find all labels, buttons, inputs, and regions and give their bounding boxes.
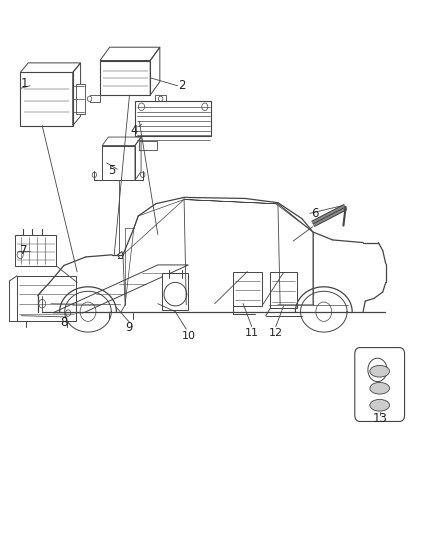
Ellipse shape — [370, 366, 389, 377]
Circle shape — [316, 302, 332, 321]
Text: 12: 12 — [268, 328, 283, 338]
Text: 4: 4 — [130, 124, 138, 138]
Circle shape — [138, 103, 145, 110]
Circle shape — [17, 251, 23, 259]
Circle shape — [368, 358, 387, 382]
Bar — [102, 146, 135, 180]
Circle shape — [66, 310, 71, 316]
Circle shape — [87, 96, 92, 101]
Circle shape — [141, 172, 145, 177]
Circle shape — [159, 96, 163, 101]
Text: 10: 10 — [181, 330, 195, 341]
Text: 8: 8 — [60, 316, 68, 329]
Text: 7: 7 — [20, 244, 27, 257]
Bar — [17, 276, 76, 321]
Bar — [135, 101, 212, 136]
Bar — [139, 141, 157, 150]
FancyBboxPatch shape — [355, 348, 405, 422]
Text: 2: 2 — [178, 79, 186, 92]
Ellipse shape — [370, 382, 389, 394]
Bar — [162, 273, 188, 310]
Text: 6: 6 — [311, 207, 319, 220]
Circle shape — [80, 302, 96, 321]
Text: 5: 5 — [108, 164, 116, 177]
Circle shape — [92, 172, 96, 177]
Bar — [100, 61, 150, 95]
Text: 1: 1 — [21, 77, 28, 90]
Bar — [233, 271, 262, 306]
Bar — [270, 272, 297, 309]
Bar — [89, 95, 100, 102]
Text: 9: 9 — [126, 321, 133, 334]
Bar — [155, 95, 166, 102]
Text: 11: 11 — [245, 328, 259, 338]
Text: 13: 13 — [372, 411, 387, 424]
Circle shape — [39, 300, 46, 308]
Bar — [15, 235, 57, 266]
Bar — [20, 72, 73, 126]
Ellipse shape — [370, 399, 389, 411]
Bar — [76, 84, 85, 114]
Circle shape — [202, 103, 208, 110]
